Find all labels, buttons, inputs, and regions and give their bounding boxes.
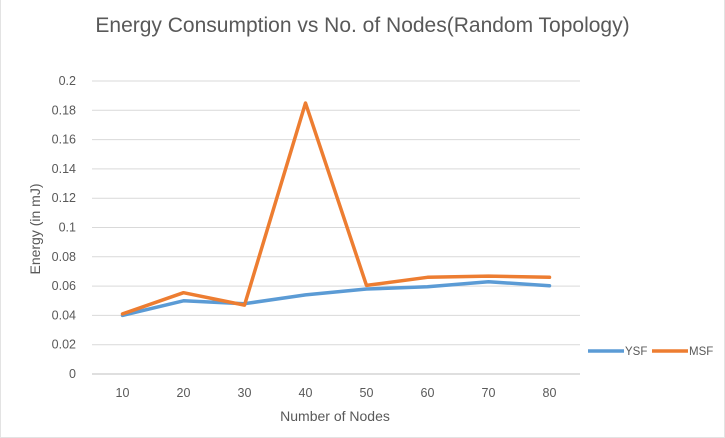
data-point-ysf[interactable] [365, 287, 369, 291]
data-point-msf[interactable] [304, 101, 308, 105]
data-point-msf[interactable] [487, 274, 491, 278]
data-point-msf[interactable] [243, 303, 247, 307]
data-point-msf[interactable] [426, 275, 430, 279]
x-tick-label: 60 [421, 386, 435, 400]
y-axis-ticks: 0 0.02 0.04 0.06 0.08 0.1 0.12 0.14 0.16 0.18 0.2 [52, 74, 76, 381]
y-tick-label: 0.1 [59, 221, 76, 235]
data-point-ysf[interactable] [487, 280, 491, 284]
x-tick-label: 10 [116, 386, 130, 400]
y-tick-label: 0.08 [52, 250, 76, 264]
series-line-msf[interactable] [120, 101, 552, 316]
y-tick-label: 0.04 [52, 308, 76, 322]
data-point-ysf[interactable] [304, 293, 308, 297]
x-tick-label: 70 [482, 386, 496, 400]
y-axis-title: Energy (in mJ) [27, 183, 43, 274]
x-tick-label: 30 [238, 386, 252, 400]
data-point-msf[interactable] [365, 283, 369, 287]
x-axis-title: Number of Nodes [280, 408, 390, 424]
x-axis-ticks: 10 20 30 40 50 60 70 80 [116, 386, 557, 400]
x-tick-label: 40 [299, 386, 313, 400]
y-tick-label: 0 [69, 367, 76, 381]
series-lines [120, 101, 552, 318]
y-tick-label: 0.16 [52, 133, 76, 147]
data-point-msf[interactable] [121, 312, 125, 316]
x-tick-label: 20 [177, 386, 191, 400]
legend-label-msf: MSF [689, 346, 713, 358]
data-point-ysf[interactable] [548, 284, 552, 288]
data-point-ysf[interactable] [182, 299, 186, 303]
y-tick-label: 0.2 [59, 74, 76, 88]
legend-label-ysf: YSF [625, 346, 647, 358]
y-tick-label: 0.12 [52, 191, 76, 205]
y-tick-label: 0.14 [52, 162, 76, 176]
y-tick-label: 0.18 [52, 103, 76, 117]
legend: YSF MSF [588, 346, 713, 358]
chart-title: Energy Consumption vs No. of Nodes(Rando… [95, 14, 630, 37]
sheet-edge-left [0, 0, 1, 438]
data-point-msf[interactable] [182, 291, 186, 295]
gridlines [92, 80, 580, 375]
data-point-ysf[interactable] [426, 285, 430, 289]
y-tick-label: 0.02 [52, 338, 76, 352]
y-tick-label: 0.06 [52, 279, 76, 293]
x-tick-label: 50 [360, 386, 374, 400]
data-point-msf[interactable] [548, 275, 552, 279]
series-line-ysf[interactable] [120, 279, 552, 318]
x-tick-label: 80 [543, 386, 557, 400]
